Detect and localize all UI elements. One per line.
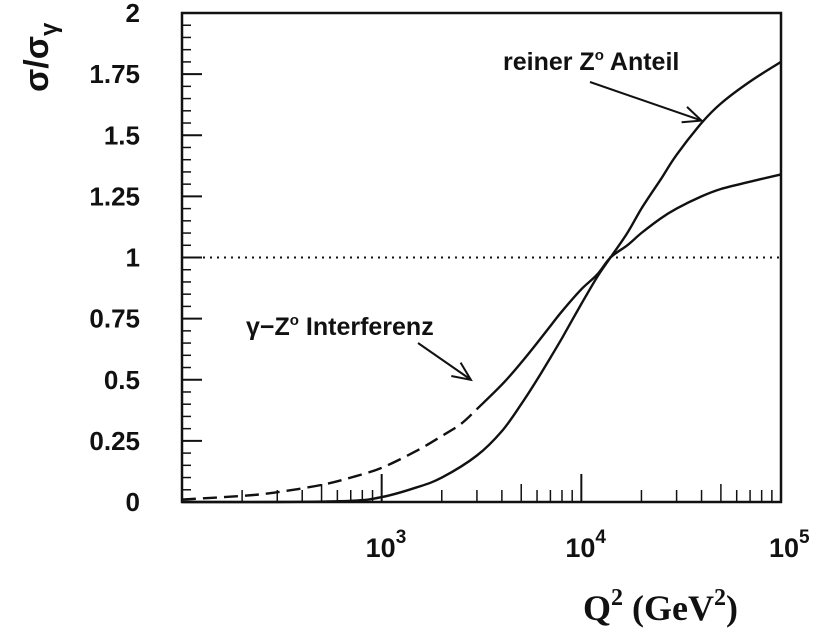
x-axis-label-sup: 2 <box>611 585 623 611</box>
x-tick-label: 103 <box>366 527 407 563</box>
annotation-superscript: o <box>595 47 604 64</box>
y-axis-label-subscript: γ <box>36 22 63 36</box>
y-tick-label: 0.25 <box>89 426 140 456</box>
y-tick-label: 1.75 <box>89 59 140 89</box>
y-tick-label: 1.5 <box>104 120 140 150</box>
x-axis-ticks <box>241 474 773 502</box>
y-axis-label-main: σ/σ <box>18 36 56 92</box>
y-axis-label: σ/σγ <box>18 22 63 92</box>
x-tick-label-exponent: 4 <box>595 527 606 548</box>
annotation-text: reiner Z <box>503 48 595 76</box>
y-tick-label: 0 <box>126 487 140 517</box>
annotation-interference: γ−Zo Interferenz <box>246 312 434 341</box>
series-layer <box>181 60 782 504</box>
x-axis-label-units-open: (GeV <box>623 588 714 628</box>
x-tick-label-exponent: 3 <box>396 527 407 548</box>
annotation-arrow <box>417 342 472 381</box>
y-tick-label: 1.25 <box>89 181 140 211</box>
x-axis-label-units-sup: 2 <box>714 585 726 611</box>
annotation-arrow <box>589 81 702 122</box>
y-tick-label: 0.75 <box>89 304 140 334</box>
x-axis-tick-labels: 103 104 105 <box>366 527 810 563</box>
y-axis-ticks <box>182 12 202 503</box>
annotation-pure_z: reiner Zo Anteil <box>503 47 679 76</box>
x-axis-label-units-close: ) <box>726 588 738 628</box>
annotation-text: γ−Z <box>246 313 290 341</box>
x-tick-label: 105 <box>769 527 810 563</box>
x-tick-label-exponent: 5 <box>799 527 810 548</box>
series-line-interference <box>476 173 782 410</box>
y-tick-label: 2 <box>126 0 140 28</box>
annotation-text: Anteil <box>604 48 679 76</box>
annotation-superscript: o <box>290 312 299 329</box>
y-tick-label: 0.5 <box>104 365 140 395</box>
x-axis-label-base: Q <box>583 588 611 628</box>
y-axis-tick-labels: 0 0.25 0.5 0.75 1 1.25 1.5 1.75 2 <box>89 0 140 517</box>
x-tick-label-base: 10 <box>366 533 396 563</box>
arrowhead <box>681 106 704 124</box>
x-axis-label: Q2 (GeV2) <box>583 585 738 628</box>
plot-frame <box>180 11 783 504</box>
arrowhead <box>451 362 473 382</box>
series-line-interference-dashed <box>181 408 478 501</box>
x-tick-label: 104 <box>565 527 606 563</box>
series-line-pure_z <box>181 60 782 504</box>
x-tick-label-base: 10 <box>565 533 595 563</box>
annotation-text: Interferenz <box>299 313 434 341</box>
y-tick-label: 1 <box>126 243 140 273</box>
x-tick-label-base: 10 <box>769 533 799 563</box>
